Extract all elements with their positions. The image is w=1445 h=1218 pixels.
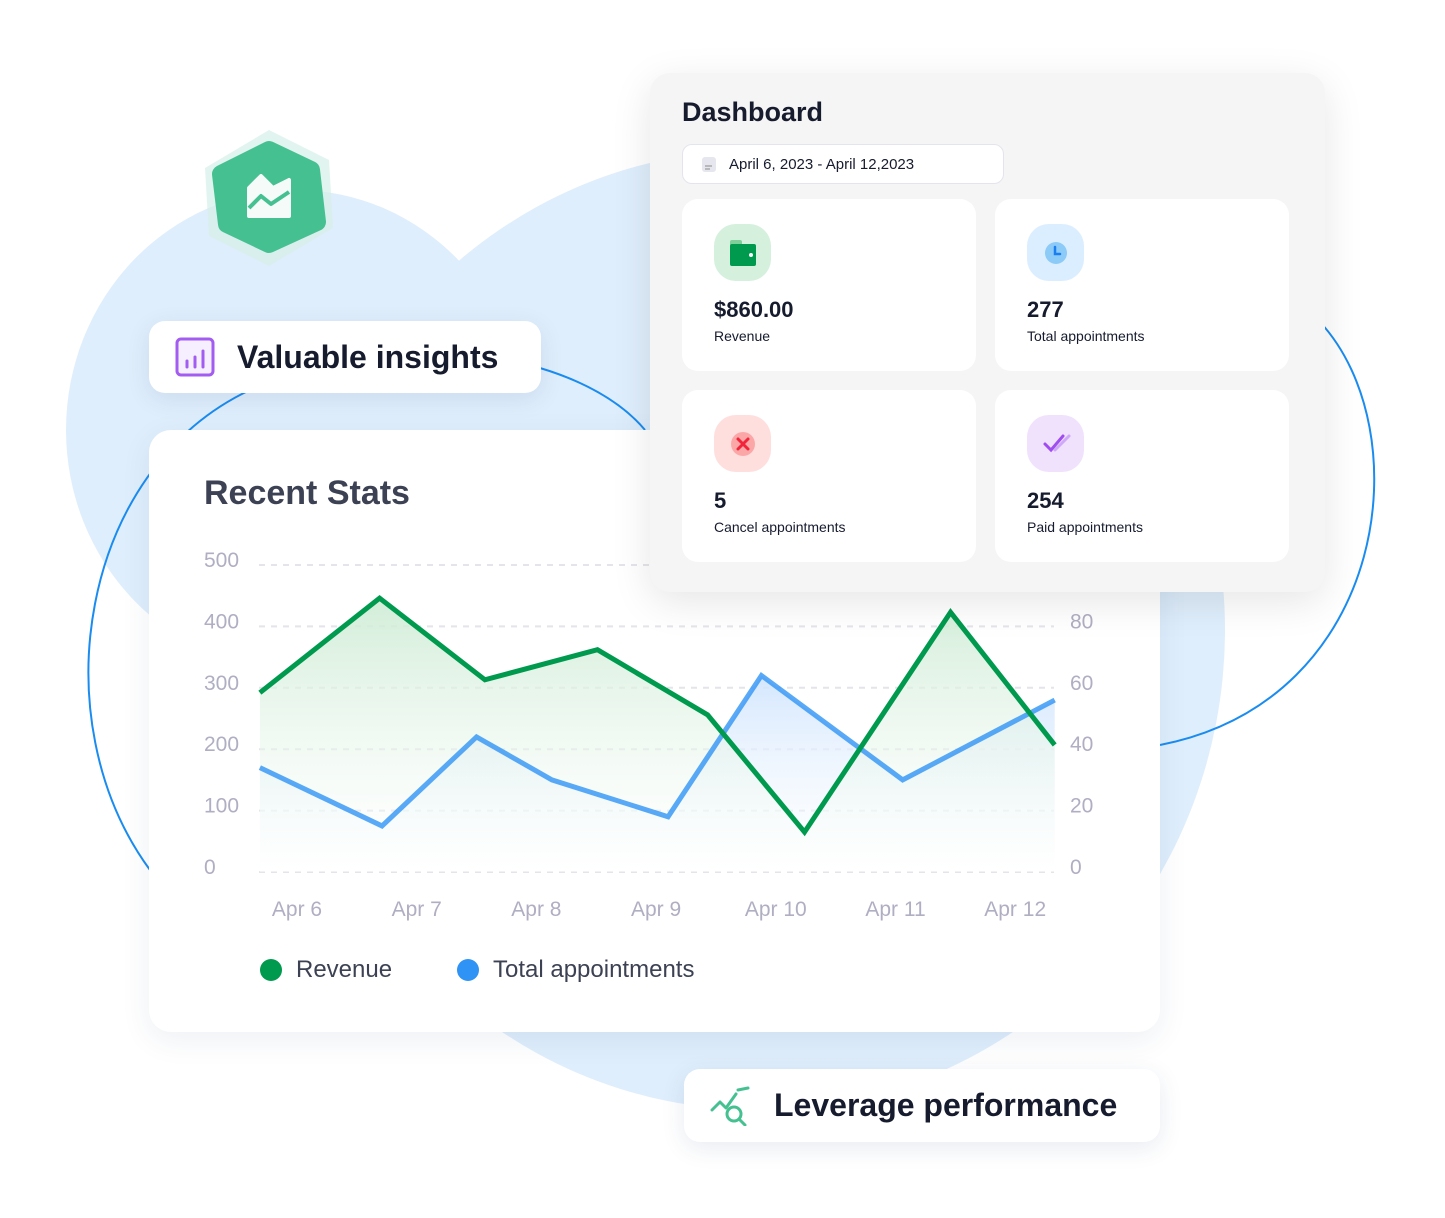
left-tick-label: 400	[204, 610, 239, 633]
cancel-icon	[714, 415, 771, 472]
stat-card-paid-appointments: 254 Paid appointments	[995, 390, 1289, 562]
date-range-text: April 6, 2023 - April 12,2023	[729, 155, 915, 173]
clock-icon	[1027, 224, 1084, 281]
x-tick-label: Apr 12	[984, 898, 1046, 921]
stat-label: Paid appointments	[1027, 519, 1143, 535]
stat-label: Revenue	[714, 328, 771, 344]
left-tick-label: 500	[204, 549, 239, 572]
stat-value: 277	[1027, 297, 1064, 322]
double-check-icon	[1027, 415, 1084, 472]
left-tick-label: 100	[204, 795, 239, 818]
legend-label: Revenue	[296, 956, 393, 983]
trend-search-icon	[710, 1086, 750, 1126]
x-tick-label: Apr 9	[631, 898, 681, 921]
x-tick-label: Apr 11	[865, 898, 925, 921]
dashboard-panel: Dashboard April 6, 2023 - April 12,2023 …	[650, 73, 1325, 592]
leverage-performance-badge: Leverage performance	[684, 1069, 1160, 1142]
badge-label: Valuable insights	[237, 338, 499, 375]
right-tick-label: 0	[1070, 856, 1082, 879]
legend-item-appointments: Total appointments	[457, 956, 694, 984]
series-line-1	[258, 671, 1056, 829]
calendar-icon	[702, 157, 716, 172]
area-chart-icon	[247, 174, 291, 218]
right-tick-label: 40	[1070, 733, 1093, 756]
badge-label: Leverage performance	[774, 1087, 1118, 1123]
right-tick-label: 60	[1070, 672, 1093, 695]
left-tick-label: 300	[204, 672, 239, 695]
legend-dot	[457, 959, 479, 981]
right-tick-label: 80	[1070, 610, 1093, 633]
left-tick-label: 200	[204, 733, 239, 756]
date-range-picker[interactable]: April 6, 2023 - April 12,2023	[682, 144, 1004, 184]
legend-dot	[260, 959, 282, 981]
x-tick-label: Apr 8	[511, 898, 561, 921]
legend-item-revenue: Revenue	[260, 956, 392, 984]
stat-card-total-appointments: 277 Total appointments	[995, 199, 1289, 371]
chart-logo-badge	[205, 130, 333, 266]
x-tick-label: Apr 6	[272, 898, 322, 921]
x-tick-label: Apr 7	[392, 898, 442, 921]
series-line-0	[258, 594, 1057, 837]
wallet-icon	[714, 224, 771, 281]
chart-title: Recent Stats	[204, 474, 410, 512]
stat-card-revenue: $860.00 Revenue	[682, 199, 976, 371]
legend-label: Total appointments	[493, 956, 695, 983]
valuable-insights-badge: Valuable insights	[149, 321, 541, 393]
dashboard-title: Dashboard	[682, 97, 824, 127]
stat-value: 5	[714, 488, 727, 513]
stat-value: 254	[1027, 488, 1064, 513]
stat-label: Total appointments	[1027, 328, 1145, 344]
line-chart: 0 100 200 300 400 500 0 20 40 60 80 Apr 6 Apr 7 Apr 8…	[204, 549, 1093, 921]
right-tick-label: 20	[1070, 795, 1093, 818]
stat-card-cancel-appointments: 5 Cancel appointments	[682, 390, 976, 562]
stat-label: Cancel appointments	[714, 519, 846, 535]
bar-chart-icon	[175, 337, 215, 377]
x-tick-label: Apr 10	[745, 898, 807, 921]
left-tick-label: 0	[204, 856, 216, 879]
stat-value: $860.00	[714, 297, 794, 322]
series-area	[259, 598, 1055, 872]
